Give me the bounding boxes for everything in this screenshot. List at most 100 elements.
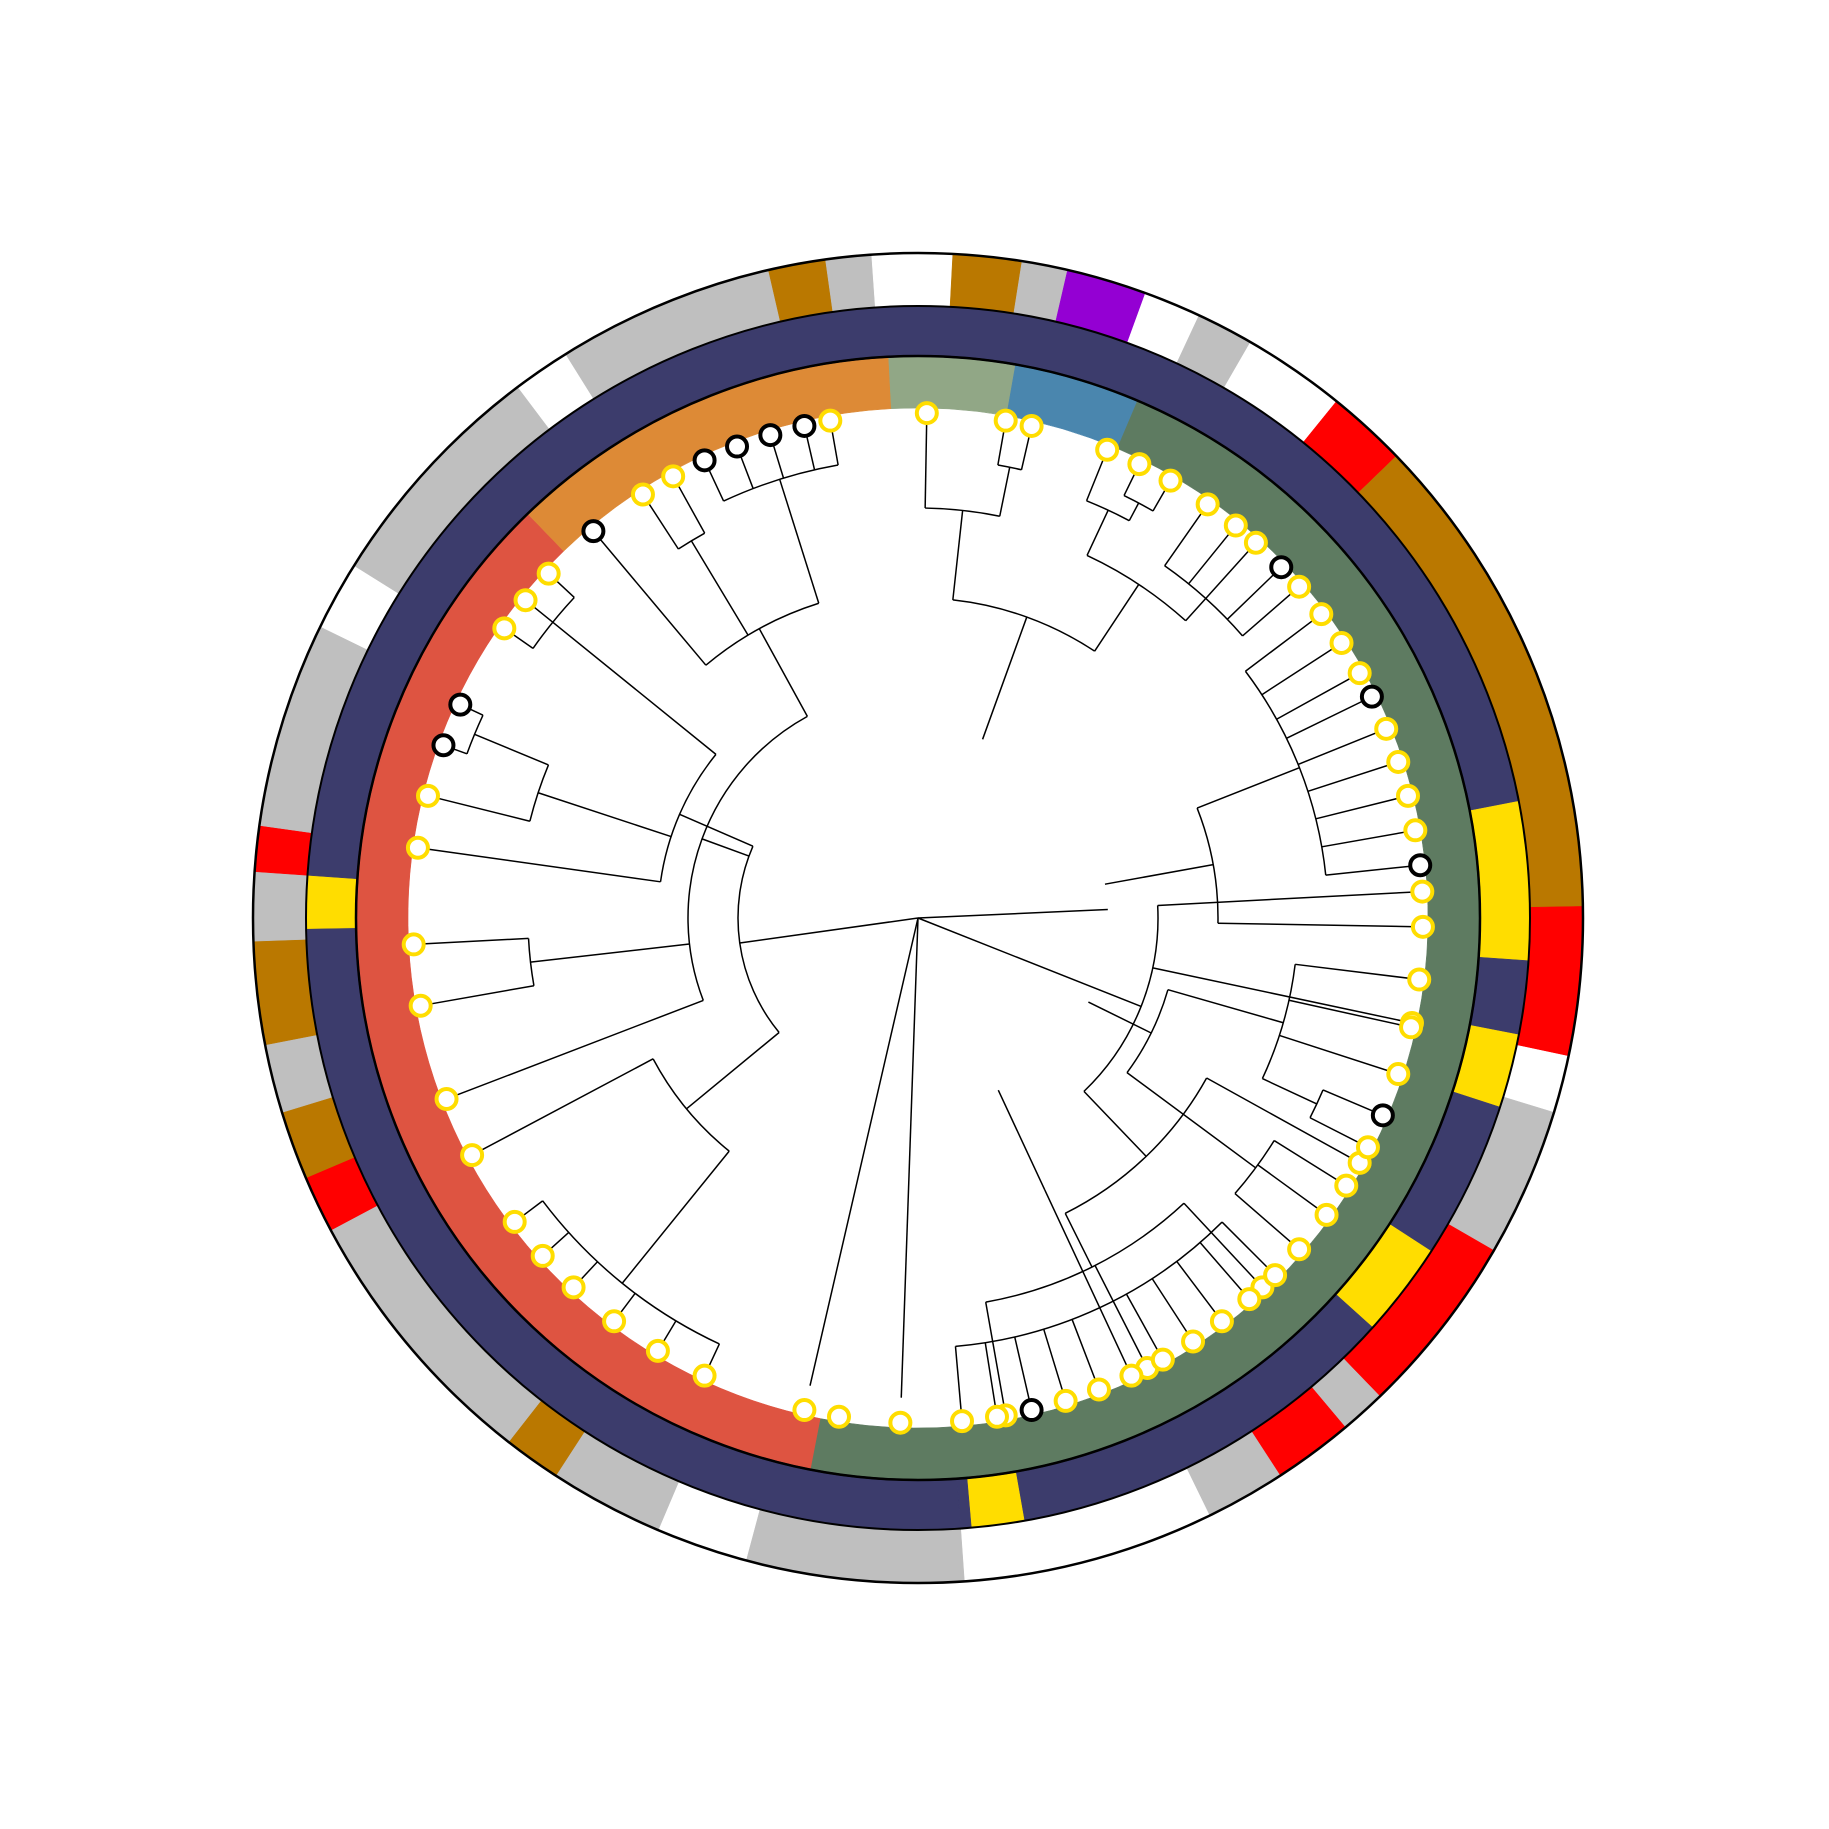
category-ring-segment — [254, 825, 313, 876]
branch-line — [1152, 967, 1413, 1024]
category-ring-segment — [252, 871, 308, 942]
tip-marker-yellow — [888, 1410, 913, 1435]
ring-outline — [305, 305, 1531, 1531]
branch-line — [1288, 999, 1412, 1029]
branch-arc — [1083, 905, 1159, 1092]
ring-outline — [354, 354, 1482, 1482]
tip-marker-yellow — [1386, 749, 1411, 774]
tip-marker-yellow — [502, 1209, 527, 1234]
branch-arc — [705, 602, 819, 666]
category-ring-segment — [825, 254, 876, 313]
tip-marker-yellow — [1347, 661, 1372, 686]
branch-line — [679, 813, 754, 847]
tip-marker-yellow — [950, 1409, 975, 1434]
branch-line — [1315, 795, 1409, 820]
tip-markers — [401, 401, 1435, 1435]
tip-marker-yellow — [1410, 914, 1435, 939]
tip-marker-black — [1370, 1103, 1395, 1128]
branch-line — [1262, 1077, 1318, 1105]
branch-line — [1183, 1202, 1263, 1288]
branch-line — [1086, 509, 1109, 556]
branch-line — [1188, 525, 1237, 585]
branch-line — [474, 733, 549, 766]
tip-marker-yellow — [536, 561, 561, 586]
branch-line — [1273, 1139, 1347, 1187]
tip-marker-yellow — [1181, 1329, 1206, 1354]
tip-marker-yellow — [1407, 967, 1432, 992]
branch-arc — [1164, 565, 1244, 637]
tip-marker-yellow — [984, 1404, 1009, 1429]
tip-marker-yellow — [1410, 879, 1435, 904]
branch-line — [621, 1150, 730, 1284]
branch-line — [1104, 863, 1214, 885]
tip-marker-black — [692, 448, 717, 473]
branch-line — [997, 1089, 1046, 1191]
tip-marker-yellow — [1374, 716, 1399, 741]
tip-marker-black — [448, 692, 473, 717]
tip-marker-yellow — [1127, 452, 1152, 477]
tip-marker-yellow — [630, 482, 655, 507]
tip-marker-yellow — [827, 1404, 852, 1429]
root-branch — [900, 917, 919, 1398]
group-ring-segment — [966, 1471, 1025, 1528]
branch-line — [1071, 1319, 1100, 1390]
tip-marker-yellow — [1403, 818, 1428, 843]
tip-marker-yellow — [1355, 1135, 1380, 1160]
branch-line — [1325, 864, 1421, 876]
branch-line — [1321, 829, 1416, 848]
branch-line — [701, 838, 750, 857]
tip-marker-yellow — [914, 401, 939, 426]
branch-line — [952, 510, 964, 600]
tip-marker-yellow — [530, 1243, 555, 1268]
tip-marker-yellow — [401, 932, 426, 957]
branch-arc — [532, 596, 575, 649]
tip-marker-yellow — [1237, 1287, 1262, 1312]
tip-marker-black — [1408, 853, 1433, 878]
branch-line — [778, 479, 820, 604]
tip-marker-yellow — [792, 1398, 817, 1423]
branch-line — [758, 628, 809, 717]
tip-marker-yellow — [1086, 1377, 1111, 1402]
branch-line — [686, 1031, 780, 1110]
tip-marker-yellow — [1158, 468, 1183, 493]
tip-marker-black — [581, 519, 606, 544]
branch-line — [1242, 586, 1300, 637]
tree-branches — [413, 413, 1423, 1422]
tip-marker-black — [431, 733, 456, 758]
tip-marker-yellow — [1053, 1388, 1078, 1413]
branch-line — [1185, 597, 1207, 622]
tip-marker-yellow — [1150, 1347, 1175, 1372]
branch-line — [690, 540, 749, 636]
tip-marker-black — [1019, 1398, 1044, 1423]
branch-line — [413, 937, 529, 946]
tip-marker-black — [1359, 684, 1384, 709]
group-ring-segment — [305, 875, 358, 929]
branch-arc — [1064, 1077, 1208, 1215]
branch-line — [1126, 1072, 1257, 1169]
tip-marker-yellow — [561, 1275, 586, 1300]
branch-line — [1176, 1260, 1223, 1322]
tip-marker-yellow — [602, 1309, 627, 1334]
branch-arc — [952, 599, 1096, 652]
branch-line — [420, 984, 535, 1007]
branch-arc — [723, 464, 839, 502]
branch-line — [1064, 1212, 1093, 1268]
tip-marker-yellow — [513, 588, 538, 613]
branch-line — [917, 917, 1142, 1008]
branch-line — [1164, 503, 1209, 567]
annotation-rings — [251, 251, 1585, 1585]
branch-arc — [1123, 494, 1154, 512]
branch-line — [1125, 1293, 1164, 1361]
category-ring-segment — [871, 252, 954, 308]
branch-line — [981, 616, 1028, 740]
branch-arc — [925, 507, 1000, 517]
tip-marker-yellow — [645, 1338, 670, 1363]
branch-line — [1276, 672, 1361, 720]
branch-line — [954, 1346, 963, 1422]
branch-arc — [1086, 500, 1130, 522]
branch-line — [1199, 1242, 1250, 1300]
branch-arc — [466, 714, 484, 755]
branch-line — [1088, 1001, 1152, 1034]
branch-arc — [1261, 964, 1296, 1079]
